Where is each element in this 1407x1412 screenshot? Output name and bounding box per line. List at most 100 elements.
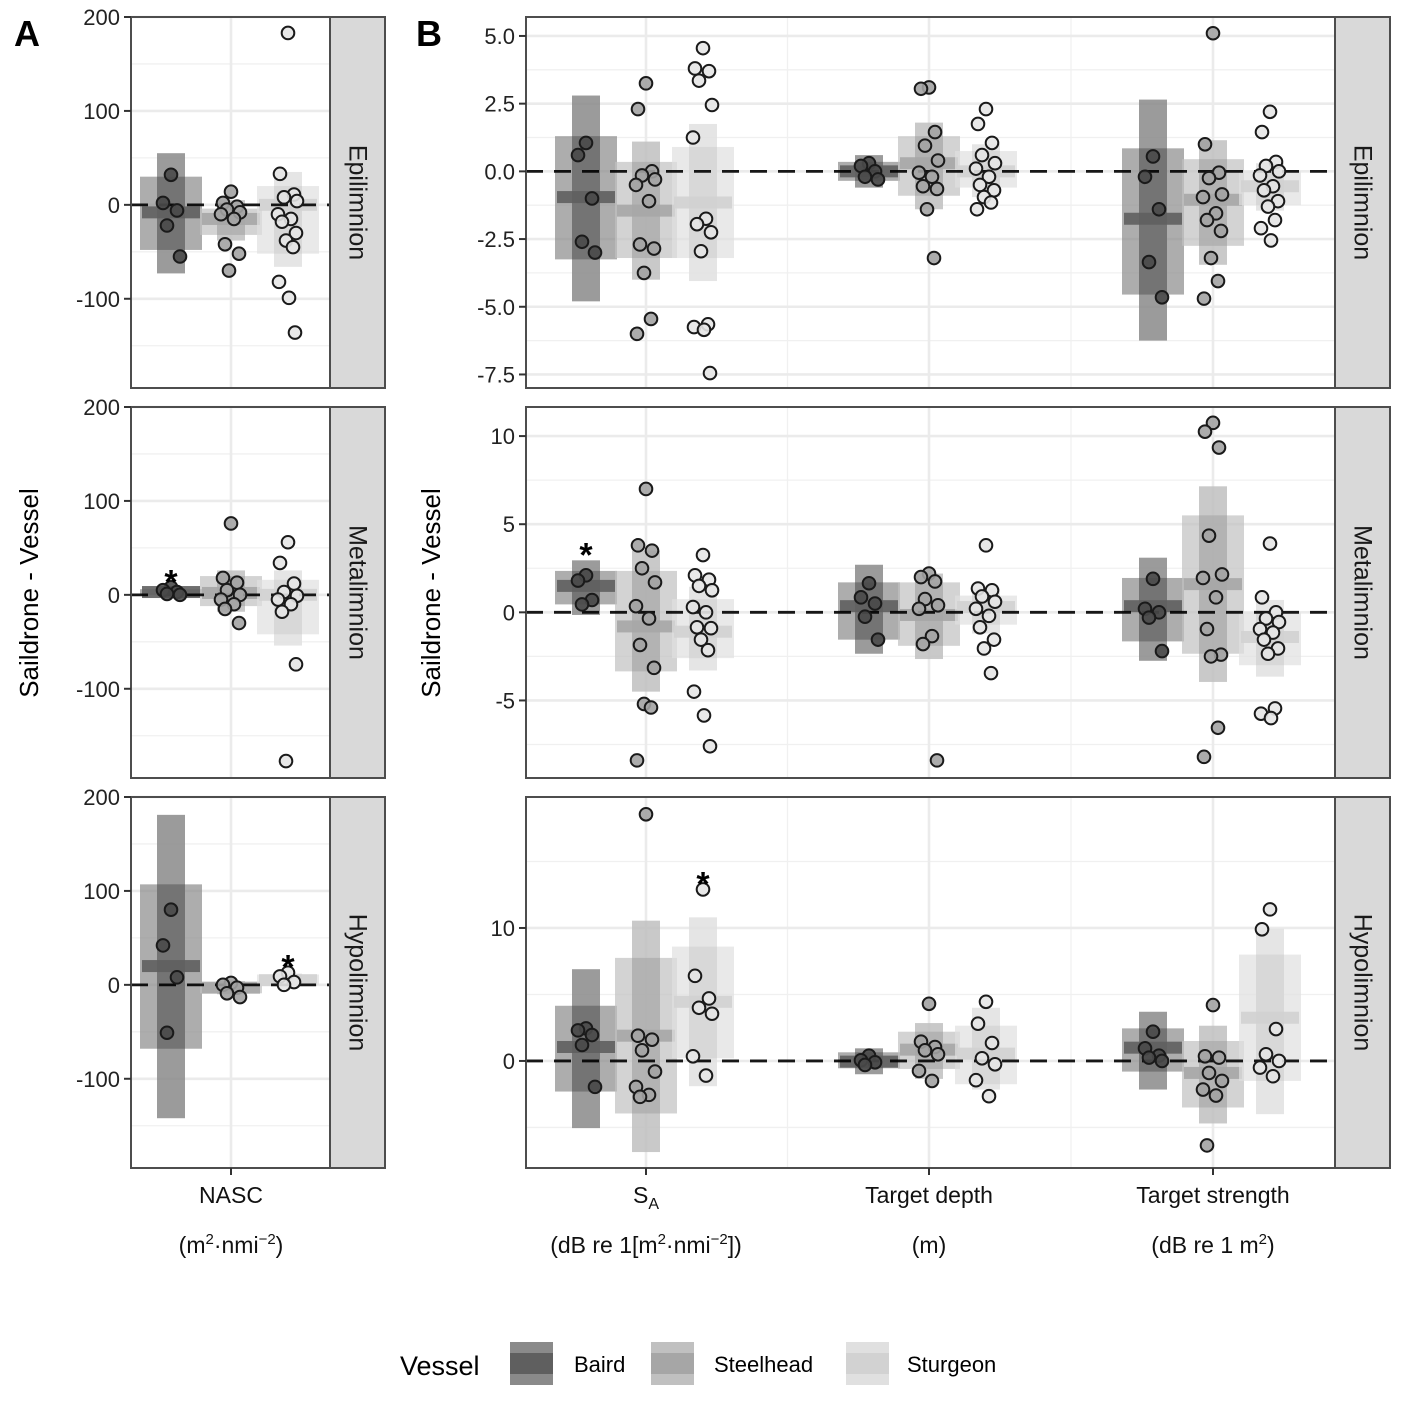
y-tick-label: 10	[491, 424, 515, 449]
data-point	[704, 97, 720, 113]
median-bar	[900, 608, 958, 621]
data-point	[1254, 922, 1270, 937]
data-point	[685, 130, 701, 145]
data-point	[641, 193, 657, 209]
data-point	[1197, 1049, 1213, 1064]
data-point	[1208, 590, 1224, 605]
data-point	[289, 193, 305, 209]
data-point	[636, 265, 652, 281]
facet-strip	[329, 406, 386, 779]
y-tick-label: 0.0	[484, 159, 515, 184]
data-point	[219, 986, 235, 1001]
data-point	[924, 169, 940, 185]
data-point	[1154, 289, 1170, 305]
median-bar	[1241, 1011, 1299, 1024]
data-point	[691, 73, 707, 88]
data-point	[213, 206, 229, 222]
data-point	[223, 184, 239, 199]
y-tick-label: -5	[495, 688, 515, 713]
data-point	[1203, 649, 1219, 664]
data-point	[976, 641, 992, 656]
data-point	[169, 970, 185, 985]
y-axis-label: Saildrone - Vessel	[416, 488, 446, 698]
y-tick-label: -100	[76, 287, 120, 312]
data-point	[1268, 1021, 1284, 1037]
data-point	[919, 201, 935, 217]
data-point	[630, 1028, 646, 1043]
y-tick-label: 0	[503, 1049, 515, 1074]
data-point	[1196, 291, 1212, 306]
data-point	[574, 597, 590, 612]
data-point	[1265, 1068, 1281, 1084]
data-point	[1195, 570, 1211, 586]
data-point	[685, 599, 701, 615]
data-point	[702, 365, 718, 381]
data-point	[987, 594, 1003, 610]
data-point	[271, 274, 287, 290]
data-point	[1254, 590, 1270, 605]
data-point	[281, 290, 297, 306]
y-tick-label: 200	[83, 395, 120, 420]
data-point	[163, 902, 179, 918]
y-tick-label: -100	[76, 677, 120, 702]
data-point	[984, 1035, 1000, 1051]
data-point	[695, 40, 711, 56]
data-point	[1263, 710, 1279, 726]
facet-strip-label: Epilimnion	[344, 145, 372, 260]
median-bar	[674, 196, 732, 209]
x-category-label: Target depth	[865, 1182, 993, 1208]
data-point	[974, 147, 990, 163]
data-point	[1205, 997, 1221, 1013]
x-category-unit: (dB re 1[m2·nmi−2])	[550, 1231, 742, 1258]
median-bar	[1124, 212, 1182, 225]
data-point	[915, 178, 931, 194]
data-point	[701, 63, 717, 79]
data-point	[1205, 415, 1221, 431]
y-tick-label: -5.0	[477, 295, 515, 320]
legend-item-sturgeon: Sturgeon	[846, 1342, 996, 1385]
facet-hypolimnion: * Hypolimnion 10 0 SA (dB re 1[m2·nmi−2]) Targ…	[491, 796, 1391, 1258]
data-point	[1154, 1053, 1170, 1069]
data-point	[913, 81, 929, 97]
y-tick-label: 200	[83, 5, 120, 30]
data-point	[857, 609, 873, 625]
data-point	[695, 882, 711, 897]
data-point	[159, 218, 175, 233]
data-point	[1260, 646, 1276, 662]
data-point	[276, 977, 292, 993]
x-category-label: Target strength	[1136, 1182, 1289, 1208]
data-point	[1145, 571, 1161, 587]
data-point	[1214, 567, 1230, 582]
data-point	[217, 601, 233, 617]
y-tick-label: 2.5	[484, 92, 515, 117]
data-point	[930, 1047, 946, 1062]
data-point	[217, 236, 233, 252]
y-tick-label: -100	[76, 1067, 120, 1092]
data-point	[701, 991, 717, 1006]
data-point	[924, 628, 940, 644]
data-point	[274, 604, 290, 620]
data-point	[927, 574, 943, 589]
data-point	[1254, 124, 1270, 140]
y-tick-label: 5	[503, 512, 515, 537]
data-point	[970, 1016, 986, 1032]
data-point	[696, 708, 712, 723]
data-point	[857, 169, 873, 185]
data-point	[638, 806, 654, 822]
data-point	[983, 665, 999, 681]
data-point	[628, 598, 644, 614]
data-point	[278, 753, 294, 769]
data-point	[231, 246, 247, 261]
data-point	[913, 569, 929, 585]
data-point	[155, 195, 171, 211]
data-point	[704, 582, 720, 598]
data-point	[929, 181, 945, 197]
facet-strip	[329, 16, 386, 389]
data-point	[1141, 610, 1157, 625]
y-tick-label: -7.5	[477, 362, 515, 387]
median-bar	[617, 204, 675, 217]
data-point	[1145, 1024, 1161, 1040]
data-point	[644, 1032, 660, 1047]
data-point	[1137, 169, 1153, 185]
